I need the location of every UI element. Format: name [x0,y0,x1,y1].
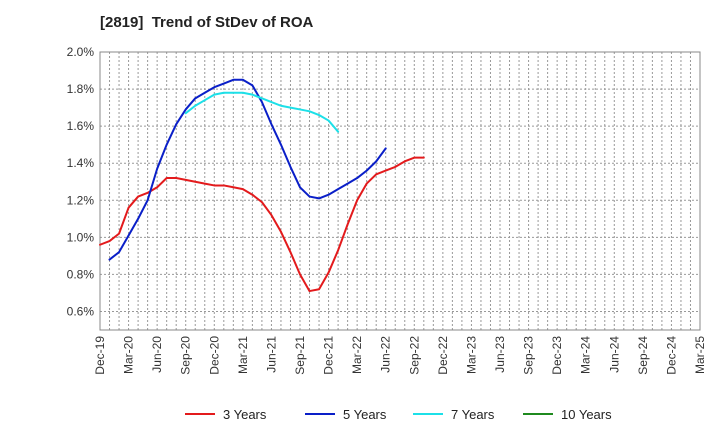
x-tick-label: Mar-25 [693,336,707,374]
y-tick-label: 1.0% [67,230,95,244]
y-tick-label: 0.6% [67,304,95,318]
y-tick-label: 1.2% [67,193,95,207]
x-tick-label: Jun-23 [493,336,507,373]
legend: 3 Years 5 Years 7 Years 10 Years [185,407,612,422]
legend-label: 10 Years [561,407,612,422]
legend-label: 3 Years [223,407,267,422]
grid-layer [99,51,701,330]
y-tick-label: 1.6% [67,119,95,133]
y-tick-label: 1.4% [67,156,95,170]
x-tick-label: Jun-22 [379,336,393,373]
x-tick-label: Mar-20 [122,336,136,374]
x-tick-label: Sep-24 [636,336,650,375]
y-axis-ticks: 0.6% 0.8% 1.0% 1.2% 1.4% 1.6% 1.8% 2.0% [67,45,95,318]
legend-label: 7 Years [451,407,495,422]
x-tick-label: Dec-22 [436,336,450,375]
series-layer [99,78,425,293]
x-tick-label: Jun-24 [607,336,621,373]
series-line-3-years [99,156,425,293]
x-tick-label: Dec-24 [664,336,678,375]
plot-frame [99,51,701,331]
x-tick-label: Sep-21 [293,336,307,375]
x-tick-label: Dec-20 [207,336,221,375]
x-tick-label: Mar-22 [350,336,364,374]
x-tick-label: Mar-24 [579,336,593,374]
x-tick-label: Mar-21 [236,336,250,374]
chart-title: [2819] Trend of StDev of ROA [100,14,314,31]
x-tick-label: Mar-23 [464,336,478,374]
legend-label: 5 Years [343,407,387,422]
y-tick-label: 2.0% [67,45,95,59]
x-tick-label: Jun-21 [264,336,278,373]
x-tick-label: Dec-23 [550,336,564,375]
x-tick-label: Jun-20 [150,336,164,373]
x-tick-label: Dec-21 [322,336,336,375]
x-tick-label: Sep-23 [522,336,536,375]
x-tick-label: Sep-20 [179,336,193,375]
x-axis-ticks: Dec-19 Mar-20 Jun-20 Sep-20 Dec-20 Mar-21 Jun-… [93,336,707,375]
x-tick-label: Sep-22 [407,336,421,375]
series-line-5-years [108,78,387,261]
x-tick-label: Dec-19 [93,336,107,375]
y-tick-label: 0.8% [67,267,95,281]
series-line-7-years [184,91,340,133]
y-tick-label: 1.8% [67,82,95,96]
